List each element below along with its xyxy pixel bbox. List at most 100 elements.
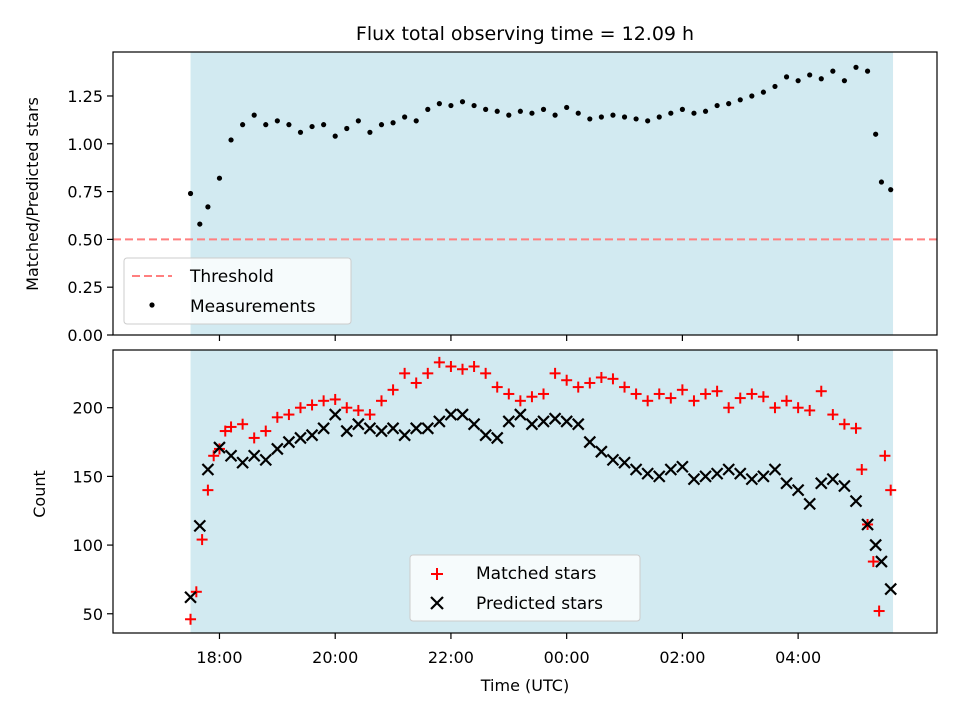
- top-axes-frame: [112, 51, 938, 336]
- matched-star-point: [757, 391, 769, 403]
- matched-star-point: [879, 450, 891, 462]
- predicted-star-point: [537, 415, 550, 428]
- predicted-star-point: [710, 467, 724, 480]
- matched-star-point: [815, 385, 827, 397]
- matched-star-point: [538, 388, 550, 400]
- predicted-star-point: [733, 467, 747, 480]
- matched-star-point: [850, 422, 862, 434]
- measurement-point: [506, 112, 512, 118]
- measurement-point: [888, 187, 894, 193]
- matched-star-point: [856, 464, 868, 476]
- measurement-point: [355, 118, 361, 124]
- predicted-star-point: [583, 435, 597, 449]
- predicted-star-point: [525, 417, 539, 431]
- predicted-star-point: [652, 470, 666, 483]
- bottom-axes-frame: [112, 349, 938, 634]
- matched-star-point: [480, 367, 492, 379]
- legend-predicted-label: Predicted stars: [476, 594, 603, 614]
- matched-star-point: [653, 388, 665, 400]
- y-tick-label: 1.00: [67, 135, 103, 154]
- measurement-point: [633, 116, 639, 122]
- x-tick-label: 20:00: [312, 648, 358, 667]
- matched-star-point: [329, 393, 341, 405]
- y-tick-label: 0.25: [67, 278, 103, 297]
- matched-star-point: [514, 395, 526, 407]
- y-tick-label: 0.00: [67, 326, 103, 345]
- predicted-star-point: [259, 453, 273, 467]
- measurement-point: [187, 190, 194, 197]
- x-tick-label: 02:00: [659, 648, 705, 667]
- predicted-star-point: [247, 449, 261, 463]
- matched-star-point: [572, 381, 584, 393]
- matched-star-point: [665, 392, 677, 404]
- predicted-star-point: [479, 428, 492, 442]
- y-tick-label: 150: [72, 467, 103, 486]
- predicted-star-point: [363, 422, 377, 435]
- y-tick-label: 1.25: [67, 87, 103, 106]
- matched-star-point: [792, 402, 804, 414]
- matched-star-point: [723, 402, 735, 414]
- matched-star-point: [294, 402, 306, 414]
- matched-star-point: [700, 388, 712, 400]
- measurement-point: [216, 175, 223, 181]
- predicted-star-point: [305, 428, 319, 442]
- measurement-point: [807, 72, 813, 78]
- predicted-star-point: [826, 472, 840, 486]
- measurement-point: [344, 125, 350, 132]
- predicted-star-point: [398, 428, 411, 442]
- legend-measurements-swatch: [149, 302, 155, 308]
- predicted-star-point: [722, 463, 735, 476]
- matched-stars-series: [185, 356, 897, 625]
- matched-star-point: [422, 367, 434, 379]
- measurement-point: [197, 221, 203, 227]
- measurement-point: [413, 118, 419, 124]
- measurement-point: [367, 129, 373, 135]
- measurement-point: [621, 114, 628, 120]
- measurement-point: [251, 112, 257, 118]
- predicted-star-point: [294, 431, 307, 445]
- predicted-star-point: [629, 463, 643, 476]
- measurement-point: [263, 122, 269, 128]
- bottom-x-ticks: 18:00 20:00 22:00 00:00 02:00 04:00: [196, 633, 821, 667]
- predicted-star-point: [861, 518, 874, 531]
- matched-star-point: [491, 381, 503, 393]
- matched-star-point: [746, 388, 758, 400]
- measurement-point: [760, 89, 767, 95]
- predicted-star-point: [869, 538, 882, 552]
- matched-star-point: [781, 395, 793, 407]
- measurement-point: [668, 110, 674, 116]
- measurement-point: [448, 102, 454, 109]
- predicted-star-point: [676, 460, 689, 474]
- matched-star-point: [375, 395, 387, 407]
- measurement-point: [841, 78, 848, 84]
- matched-star-point: [838, 418, 850, 430]
- matched-star-point: [202, 484, 214, 496]
- measurement-point: [645, 118, 651, 124]
- measurement-point: [471, 102, 477, 109]
- measurement-point: [483, 106, 489, 112]
- matched-star-point: [584, 377, 596, 389]
- measurement-point: [679, 106, 685, 112]
- measurement-point: [702, 108, 709, 114]
- matched-star-point: [873, 605, 885, 617]
- matched-star-point: [433, 356, 445, 368]
- measurement-point: [783, 74, 790, 80]
- predicted-star-point: [884, 582, 897, 596]
- y-tick-label: 200: [72, 399, 103, 418]
- matched-star-point: [225, 421, 237, 433]
- predicted-star-point: [224, 449, 238, 463]
- predicted-star-point: [664, 463, 678, 476]
- y-tick-label: 0.75: [67, 183, 103, 202]
- predicted-star-point: [560, 415, 573, 428]
- predicted-star-point: [201, 463, 215, 476]
- predicted-star-point: [699, 470, 712, 483]
- predicted-star-point: [606, 453, 620, 467]
- predicted-star-point: [502, 415, 516, 428]
- bottom-legend: Matched stars Predicted stars: [409, 554, 641, 622]
- measurement-point: [691, 110, 697, 116]
- legend-measurements-label: Measurements: [190, 297, 316, 317]
- matched-star-point: [468, 360, 480, 372]
- measurement-point: [297, 129, 304, 135]
- matched-star-point: [260, 425, 272, 437]
